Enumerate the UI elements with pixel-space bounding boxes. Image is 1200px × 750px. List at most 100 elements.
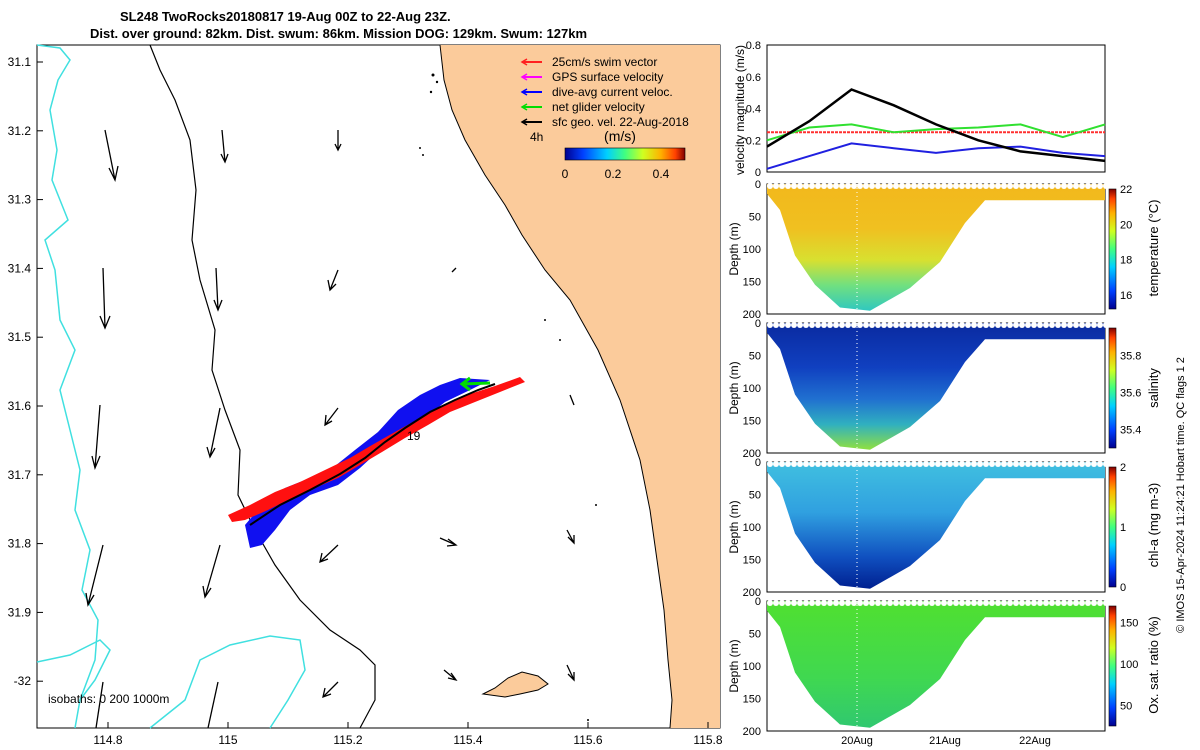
profile-notch: [1043, 322, 1049, 328]
profile-notch: [959, 322, 965, 328]
isobath-label: isobaths: 0 200 1000m: [48, 692, 169, 706]
day-label-19: 19: [407, 429, 421, 443]
profile-notch: [971, 183, 977, 189]
profile-notch: [1073, 322, 1079, 328]
profile-notch: [779, 183, 785, 189]
profile-notch: [1097, 461, 1103, 467]
depth-tick: 200: [743, 309, 761, 321]
profile-notch: [1073, 461, 1079, 467]
profile-notch: [833, 600, 839, 606]
profile-notch: [797, 461, 803, 467]
profile-notch: [815, 461, 821, 467]
profile-notch: [929, 322, 935, 328]
legend-label: net glider velocity: [552, 100, 645, 114]
time-tick-label: 21Aug: [929, 735, 961, 747]
colorbar-tick: 2: [1120, 462, 1126, 474]
profile-notch: [1019, 183, 1025, 189]
profile-notch: [809, 322, 815, 328]
profile-notch: [971, 461, 977, 467]
profile-notch: [1085, 461, 1091, 467]
profile-notch: [1043, 600, 1049, 606]
oxygen-label: Ox. sat. ratio (%): [1146, 616, 1161, 714]
depth-tick: 100: [743, 383, 761, 395]
isobath-1000m: [36, 44, 99, 729]
profile-notch: [1085, 322, 1091, 328]
profile-notch: [929, 183, 935, 189]
profile-notch: [947, 322, 953, 328]
profile-notch: [1031, 322, 1037, 328]
profile-notch: [893, 183, 899, 189]
profile-notch: [899, 322, 905, 328]
depth-tick: 200: [743, 587, 761, 599]
velocity-panel: 0 0.2 0.4 0.6 0.8 velocity magnitude (m/s): [733, 40, 1106, 179]
profile-notch: [947, 461, 953, 467]
velocity-series-line: [766, 142, 1106, 170]
profile-notch: [785, 461, 791, 467]
profile-notch: [905, 461, 911, 467]
profile-notch: [803, 183, 809, 189]
profile-notch: [809, 461, 815, 467]
profile-notch: [899, 600, 905, 606]
profile-notch: [1001, 322, 1007, 328]
profile-notch: [827, 183, 833, 189]
profile-notch: [851, 461, 857, 467]
profile-notch: [845, 183, 851, 189]
profile-notch: [965, 183, 971, 189]
lon-tick-label: 114.8: [93, 733, 122, 747]
profile-notch: [1055, 461, 1061, 467]
profile-notch: [887, 183, 893, 189]
colorbar-tick: 0.4: [653, 167, 670, 181]
profile-notch: [809, 600, 815, 606]
profile-notch: [935, 322, 941, 328]
profile-notch: [857, 183, 863, 189]
profile-notch: [803, 461, 809, 467]
profile-notch: [959, 183, 965, 189]
legend-label: sfc geo. vel. 22-Aug-2018: [552, 115, 689, 129]
profile-notch: [875, 461, 881, 467]
profile-notch: [809, 183, 815, 189]
profile-notch: [1079, 461, 1085, 467]
profile-notch: [1025, 600, 1031, 606]
track-current-blue: [245, 378, 490, 548]
profile-notch: [845, 322, 851, 328]
profile-notch: [791, 322, 797, 328]
profile-notch: [1007, 322, 1013, 328]
track-glider-path: [249, 383, 496, 526]
islets: [419, 73, 597, 721]
velocity-series-line: [766, 88, 1106, 163]
speed-colorbar: [564, 147, 686, 161]
salinity-section: 0 50 100 150 200 Depth (m) 35.4 35.6 35.8: [727, 318, 1141, 460]
lon-tick-label: 115: [218, 733, 237, 747]
profile-notch: [977, 183, 983, 189]
profile-notch: [899, 461, 905, 467]
colorbar-tick: 18: [1120, 255, 1132, 267]
profile-notch: [1061, 600, 1067, 606]
profile-notch: [1019, 600, 1025, 606]
profile-notch: [767, 600, 773, 606]
profile-notch: [923, 322, 929, 328]
profile-notch: [1085, 600, 1091, 606]
profile-notch: [1025, 461, 1031, 467]
velocity-tick: 0.8: [746, 40, 761, 52]
profile-notch: [1079, 600, 1085, 606]
colorbar-tick: 35.8: [1120, 351, 1141, 363]
lat-tick-label: 31.3: [8, 193, 32, 207]
profile-notch: [875, 600, 881, 606]
profile-notch: [935, 183, 941, 189]
time-tick-label: 22Aug: [1019, 735, 1051, 747]
profile-notch: [767, 461, 773, 467]
profile-notch: [929, 600, 935, 606]
profile-notch: [917, 183, 923, 189]
colorbar-tick: 1: [1120, 522, 1126, 534]
profile-notch: [1079, 322, 1085, 328]
profile-notch: [1055, 322, 1061, 328]
profile-notch: [923, 461, 929, 467]
profile-notch: [797, 322, 803, 328]
profile-notch: [971, 600, 977, 606]
profile-notch: [1103, 600, 1109, 606]
profile-notch: [995, 461, 1001, 467]
profile-notch: [827, 461, 833, 467]
profile-notch: [929, 461, 935, 467]
